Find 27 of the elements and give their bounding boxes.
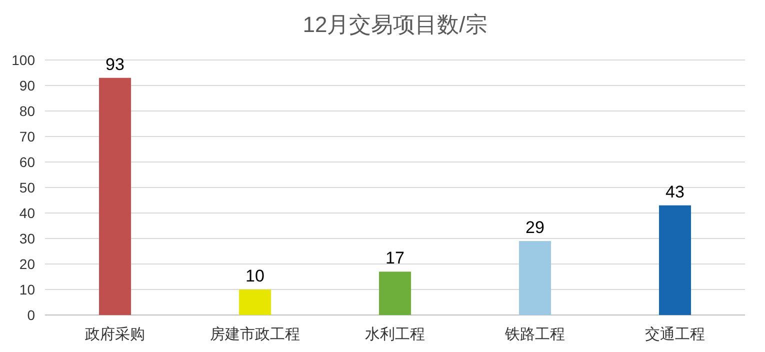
x-tick-label: 房建市政工程 — [210, 326, 300, 343]
y-tick-label: 100 — [12, 52, 36, 68]
y-tick-label: 30 — [19, 230, 36, 246]
x-tick-label: 交通工程 — [645, 326, 705, 343]
bar — [379, 272, 411, 315]
x-tick-label: 政府采购 — [85, 326, 145, 343]
y-tick-label: 80 — [19, 103, 36, 119]
y-tick-label: 20 — [19, 256, 36, 272]
data-label: 93 — [106, 54, 124, 74]
data-label: 17 — [386, 248, 404, 268]
bar — [99, 78, 131, 315]
y-tick-label: 70 — [19, 128, 36, 144]
data-label: 10 — [246, 266, 264, 286]
y-tick-label: 0 — [27, 307, 36, 323]
y-tick-label: 10 — [19, 282, 36, 298]
bar — [519, 241, 551, 315]
data-label: 29 — [526, 218, 544, 238]
x-tick-label: 铁路工程 — [504, 326, 565, 343]
x-tick-label: 水利工程 — [365, 326, 425, 343]
data-label: 43 — [666, 182, 684, 202]
y-tick-label: 60 — [19, 154, 36, 170]
y-tick-label: 40 — [19, 205, 36, 221]
bar — [239, 290, 271, 315]
chart-title: 12月交易项目数/宗 — [302, 12, 488, 37]
bar — [659, 205, 691, 315]
y-tick-label: 90 — [19, 78, 36, 94]
y-tick-label: 50 — [19, 180, 36, 196]
